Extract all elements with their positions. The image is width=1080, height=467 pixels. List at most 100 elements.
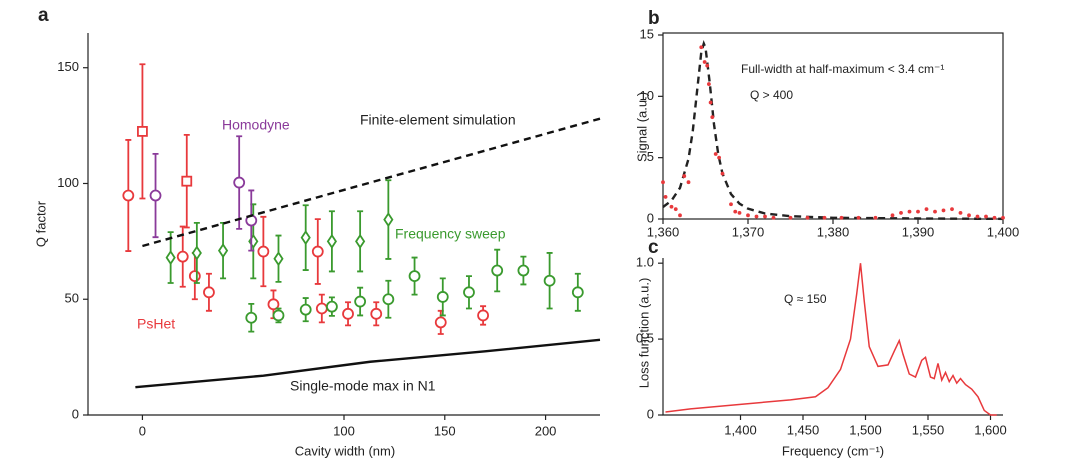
data-point — [682, 174, 687, 178]
data-point — [543, 274, 556, 287]
x-tick-label: 1,600 — [974, 422, 1007, 437]
data-point — [873, 215, 878, 220]
data-point — [326, 300, 338, 313]
data-point — [899, 210, 903, 215]
y-tick-label: 100 — [57, 175, 79, 190]
data-point — [708, 100, 713, 105]
annotation: Q > 400 — [750, 88, 793, 102]
data-point — [967, 213, 971, 218]
data-point — [746, 213, 750, 218]
data-point — [713, 152, 718, 156]
data-point — [273, 251, 284, 267]
data-point — [763, 214, 767, 219]
data-point — [181, 175, 193, 187]
chart-b: b Signal (a.u.) 0 5 10 15 1,360 1,370 1,380 1,390… — [634, 8, 1019, 239]
x-tick-label: 200 — [535, 423, 557, 438]
data-point — [975, 214, 980, 219]
data-point — [342, 307, 354, 320]
data-point — [907, 209, 912, 214]
data-point — [737, 210, 742, 215]
data-point — [491, 264, 504, 277]
data-point — [434, 316, 447, 329]
data-point — [788, 215, 793, 220]
data-point — [754, 214, 759, 219]
x-tick-label: 100 — [333, 423, 355, 438]
data-point — [315, 302, 328, 315]
data-point — [122, 189, 135, 202]
data-point — [710, 115, 715, 120]
data-point — [383, 211, 394, 228]
data-point — [916, 209, 920, 214]
data-point — [137, 125, 148, 137]
data-point — [188, 270, 201, 282]
y-tick-label: 1.0 — [636, 255, 654, 270]
x-axis-label: Frequency (cm⁻¹) — [782, 443, 884, 458]
data-point — [233, 176, 246, 189]
x-tick-label: 150 — [434, 423, 456, 438]
y-axis-label: Signal (a.u.) — [634, 92, 649, 162]
series-label: PsHet — [137, 316, 175, 332]
panel-label: a — [38, 5, 49, 26]
data-point — [165, 249, 176, 266]
data-point — [941, 208, 946, 213]
data-point — [326, 233, 337, 249]
y-tick-label: 150 — [57, 59, 79, 74]
data-point — [856, 215, 861, 220]
line — [142, 117, 601, 248]
data-point — [686, 180, 691, 185]
data-point — [354, 295, 367, 308]
data-point — [729, 202, 733, 207]
data-point — [191, 245, 202, 261]
data-point — [1001, 215, 1005, 220]
data-point — [176, 250, 189, 263]
x-tick-label: 1,390 — [902, 224, 935, 239]
x-axis-label: Cavity width (nm) — [295, 443, 395, 458]
series-label: Homodyne — [222, 117, 290, 133]
y-axis-label: Loss function (a.u.) — [636, 278, 651, 389]
x-tick-label: 1,360 — [647, 224, 680, 239]
x-tick-label: 0 — [139, 423, 146, 438]
y-tick-label: 0 — [647, 406, 654, 421]
data-point — [245, 311, 258, 324]
data-point — [370, 307, 383, 320]
series-label: Frequency sweep — [395, 226, 506, 242]
series-label: Finite-element simulation — [360, 112, 516, 128]
data-point — [463, 286, 475, 299]
data-point — [661, 180, 665, 185]
data-point — [299, 303, 312, 316]
panel-label: c — [648, 237, 659, 258]
data-point — [720, 171, 725, 176]
data-point — [699, 45, 704, 50]
y-tick-label: 10 — [640, 88, 654, 103]
chart-a: a Q factor Cavity width (nm) 0 50 100 150 0 100 1… — [33, 5, 601, 458]
data-point — [992, 215, 997, 220]
data-point — [771, 215, 776, 220]
y-tick-label: 0.5 — [636, 331, 654, 346]
data-point — [924, 207, 929, 212]
annotation: Q ≈ 150 — [784, 292, 827, 306]
data-point — [311, 245, 324, 258]
data-point — [890, 213, 895, 218]
data-point — [822, 215, 827, 220]
data-point — [673, 207, 678, 212]
axes — [662, 258, 1003, 416]
data-point — [203, 286, 215, 299]
data-point — [805, 215, 810, 220]
data-point — [702, 60, 707, 64]
data-point — [272, 309, 285, 322]
data-point — [958, 210, 963, 215]
y-tick-label: 0 — [72, 406, 79, 421]
x-tick-label: 1,370 — [732, 224, 765, 239]
data-point — [217, 243, 229, 259]
y-tick-label: 50 — [65, 291, 79, 306]
data-point — [477, 309, 489, 322]
line — [662, 39, 1004, 221]
data-point — [355, 233, 366, 249]
data-point — [733, 209, 738, 214]
line — [135, 338, 601, 389]
y-axis-label: Q factor — [33, 200, 48, 247]
data-point — [950, 207, 954, 212]
data-point — [705, 63, 710, 68]
x-tick-label: 1,400 — [987, 224, 1020, 239]
